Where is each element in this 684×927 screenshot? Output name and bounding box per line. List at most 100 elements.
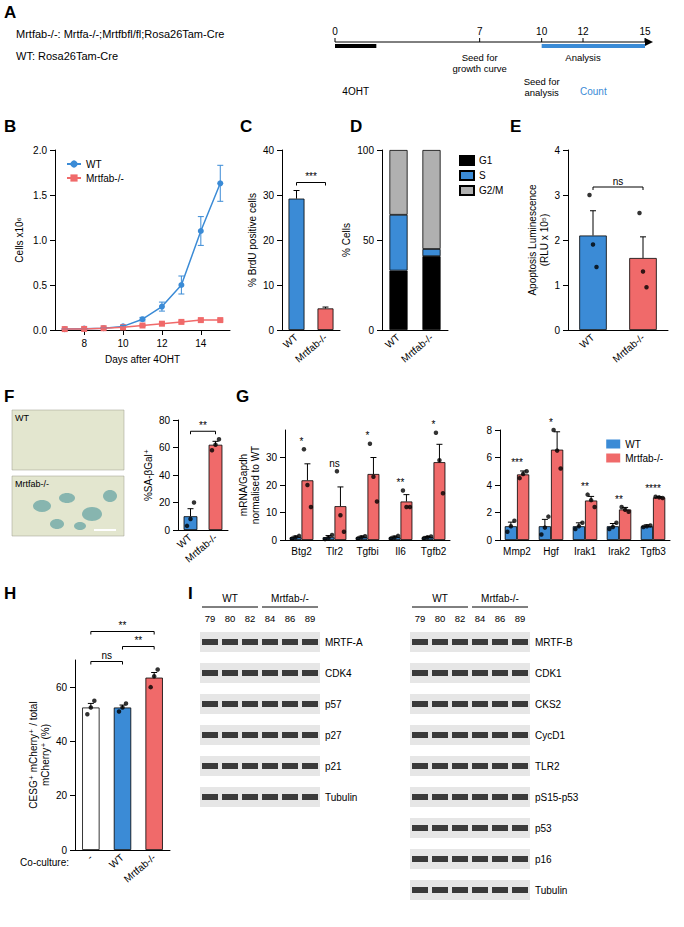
svg-text:A: A bbox=[4, 3, 16, 22]
svg-text:20: 20 bbox=[56, 790, 68, 801]
svg-text:D: D bbox=[350, 117, 362, 136]
svg-text:WT: WT bbox=[281, 332, 300, 350]
svg-text:growth curve: growth curve bbox=[452, 63, 506, 74]
svg-text:15: 15 bbox=[639, 26, 651, 37]
svg-text:(RLU x 10⁵): (RLU x 10⁵) bbox=[539, 214, 550, 267]
svg-text:0: 0 bbox=[268, 325, 274, 336]
svg-text:Mrtfab-/-: Mrtfab-/- bbox=[625, 453, 663, 464]
svg-text:10: 10 bbox=[117, 338, 129, 349]
svg-text:Tubulin: Tubulin bbox=[535, 885, 567, 896]
svg-text:86: 86 bbox=[495, 613, 506, 624]
svg-text:****: **** bbox=[645, 483, 661, 494]
svg-text:Irak2: Irak2 bbox=[608, 546, 631, 557]
svg-text:% Cells: % Cells bbox=[341, 223, 352, 257]
svg-text:82: 82 bbox=[455, 613, 466, 624]
svg-text:**: ** bbox=[581, 481, 589, 492]
svg-text:20: 20 bbox=[263, 235, 275, 246]
svg-text:**: ** bbox=[199, 420, 207, 431]
svg-text:0: 0 bbox=[61, 845, 67, 856]
svg-text:Tubulin: Tubulin bbox=[325, 792, 357, 803]
svg-text:2: 2 bbox=[486, 507, 492, 518]
svg-text:% BrdU positive cells: % BrdU positive cells bbox=[247, 193, 258, 287]
svg-text:Apoptosis Luminescence: Apoptosis Luminescence bbox=[527, 184, 538, 296]
svg-text:TLR2: TLR2 bbox=[535, 761, 560, 772]
svg-text:Mmp2: Mmp2 bbox=[503, 546, 531, 557]
svg-text:Tlr2: Tlr2 bbox=[326, 546, 344, 557]
svg-text:Mrtfab-/-: Mrtfab-/- bbox=[271, 593, 309, 604]
svg-text:CycD1: CycD1 bbox=[535, 730, 565, 741]
svg-text:Seed for: Seed for bbox=[524, 76, 560, 87]
svg-text:Tgfbi: Tgfbi bbox=[356, 546, 378, 557]
svg-text:WT: WT bbox=[578, 332, 597, 350]
svg-text:G2/M: G2/M bbox=[479, 185, 503, 196]
svg-text:40: 40 bbox=[263, 145, 275, 156]
svg-text:mRNA/Gapdh: mRNA/Gapdh bbox=[238, 454, 249, 516]
svg-text:3: 3 bbox=[554, 190, 560, 201]
svg-text:***: *** bbox=[511, 457, 523, 468]
svg-text:Seed for: Seed for bbox=[462, 52, 498, 63]
svg-text:WT: WT bbox=[625, 439, 641, 450]
svg-text:100: 100 bbox=[357, 145, 374, 156]
svg-text:0: 0 bbox=[554, 325, 560, 336]
svg-text:0.5: 0.5 bbox=[33, 280, 47, 291]
svg-text:***: *** bbox=[305, 171, 317, 182]
svg-text:Mrtfab-/-: Mrtfa-/-;Mrtfbfl/fl: Mrtfab-/-: Mrtfa-/-;Mrtfbfl/fl;Rosa26Tam… bbox=[16, 28, 224, 40]
svg-text:WT: WT bbox=[383, 332, 402, 350]
svg-text:C: C bbox=[240, 117, 252, 136]
svg-text:4: 4 bbox=[554, 145, 560, 156]
svg-text:20: 20 bbox=[266, 480, 278, 491]
svg-text:4: 4 bbox=[486, 480, 492, 491]
svg-text:Tgfb3: Tgfb3 bbox=[640, 546, 666, 557]
svg-text:MRTF-A: MRTF-A bbox=[325, 637, 363, 648]
svg-text:G1: G1 bbox=[479, 155, 493, 166]
svg-text:Irak1: Irak1 bbox=[574, 546, 597, 557]
svg-text:Mrtfab-/-: Mrtfab-/- bbox=[15, 479, 49, 489]
svg-text:50: 50 bbox=[363, 235, 375, 246]
svg-text:0: 0 bbox=[332, 26, 338, 37]
svg-text:p57: p57 bbox=[325, 699, 342, 710]
svg-text:2: 2 bbox=[554, 235, 560, 246]
svg-text:Co-culture:: Co-culture: bbox=[20, 857, 69, 868]
svg-text:89: 89 bbox=[305, 613, 316, 624]
svg-text:10: 10 bbox=[536, 26, 548, 37]
svg-text:**: ** bbox=[397, 477, 405, 488]
svg-text:6: 6 bbox=[486, 452, 492, 463]
svg-text:Mrtfab-/-: Mrtfab-/- bbox=[399, 332, 435, 365]
svg-text:0: 0 bbox=[368, 325, 374, 336]
svg-text:Mrtfab-/-: Mrtfab-/- bbox=[122, 852, 158, 885]
svg-text:**: ** bbox=[615, 494, 623, 505]
svg-text:B: B bbox=[4, 117, 16, 136]
svg-text:ns: ns bbox=[101, 650, 112, 661]
svg-text:1.0: 1.0 bbox=[33, 235, 47, 246]
svg-text:12: 12 bbox=[577, 26, 589, 37]
svg-text:14: 14 bbox=[195, 338, 207, 349]
svg-text:F: F bbox=[4, 387, 14, 406]
svg-text:Mrtfab-/-: Mrtfab-/- bbox=[183, 532, 219, 565]
svg-text:20: 20 bbox=[159, 497, 171, 508]
svg-text:30: 30 bbox=[263, 190, 275, 201]
svg-text:Count: Count bbox=[580, 86, 607, 97]
svg-text:WT: WT bbox=[15, 413, 29, 423]
svg-text:I: I bbox=[188, 584, 193, 603]
svg-text:MRTF-B: MRTF-B bbox=[535, 637, 573, 648]
svg-text:G: G bbox=[236, 387, 249, 406]
svg-text:30: 30 bbox=[266, 452, 278, 463]
svg-text:Mrtfab-/-: Mrtfab-/- bbox=[86, 173, 124, 184]
svg-text:4OHT: 4OHT bbox=[342, 86, 369, 97]
svg-text:60: 60 bbox=[159, 442, 171, 453]
svg-text:CESG⁺ mCherry⁺ / total: CESG⁺ mCherry⁺ / total bbox=[28, 701, 39, 808]
svg-text:WT: WT bbox=[175, 532, 194, 550]
svg-text:-: - bbox=[85, 852, 95, 863]
svg-text:82: 82 bbox=[245, 613, 256, 624]
svg-text:normalised to WT: normalised to WT bbox=[250, 446, 261, 524]
svg-text:0.0: 0.0 bbox=[33, 325, 47, 336]
svg-text:80: 80 bbox=[159, 415, 171, 426]
svg-text:8: 8 bbox=[486, 425, 492, 436]
svg-text:WT: WT bbox=[86, 159, 102, 170]
svg-text:12: 12 bbox=[156, 338, 168, 349]
svg-text:0: 0 bbox=[486, 535, 492, 546]
svg-text:80: 80 bbox=[435, 613, 446, 624]
svg-text:1.5: 1.5 bbox=[33, 190, 47, 201]
svg-text:p53: p53 bbox=[535, 823, 552, 834]
svg-text:7: 7 bbox=[477, 26, 483, 37]
